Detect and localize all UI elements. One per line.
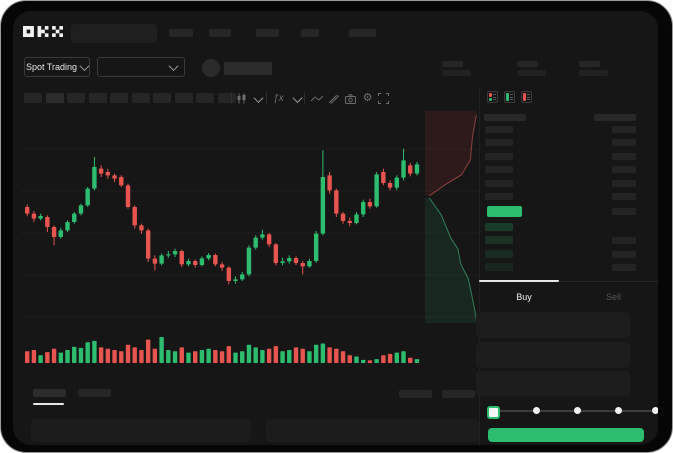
orderbook-amount-placeholder [612,208,636,215]
okx-logo[interactable] [23,26,63,37]
bottom-panel-placeholder [31,419,251,442]
fullscreen-icon[interactable] [377,92,390,105]
nav-item-placeholder[interactable] [301,29,319,37]
bottom-tab-active-indicator [33,403,64,405]
ask-price-placeholder [485,166,513,174]
pair-selector[interactable] [97,57,185,77]
ticker-stat-label-placeholder [579,61,600,67]
timeframe-button-placeholder[interactable] [217,93,236,103]
book-combined-icon[interactable] [487,91,498,103]
slider-stop[interactable] [615,407,622,414]
nav-item-placeholder[interactable] [349,29,376,37]
market-type-label: Spot Trading [25,62,78,72]
timeframe-button-placeholder[interactable] [196,93,214,103]
book-bids-icon[interactable] [504,91,515,103]
bid-price-placeholder [485,263,513,272]
buy-button[interactable] [488,428,644,442]
timeframe-button-placeholder[interactable] [45,93,64,103]
pair-coin-icon [202,59,220,77]
tab-buy[interactable]: Buy [516,292,532,302]
ticker-stat-label-placeholder [517,61,538,67]
price-chart[interactable] [21,109,479,331]
orderbook-trade-panel [479,87,658,445]
timeframe-button-placeholder[interactable] [88,93,107,103]
tab-sell[interactable]: Sell [605,292,621,302]
ask-amount-placeholder [612,193,636,200]
bottom-tab-active-placeholder[interactable] [33,389,66,397]
buy-tab-indicator [479,280,559,282]
ticker-stat-label-placeholder [442,61,463,67]
ask-amount-placeholder [612,179,636,187]
total-input[interactable] [476,371,630,396]
trading-app-window: Spot Trading ƒx [13,11,658,445]
toolbar-divider [266,92,267,104]
slider-stop[interactable] [652,407,658,414]
ticker-stat-value-placeholder [579,70,608,76]
book-asks-icon[interactable] [521,91,532,103]
indicators-icon[interactable]: ƒx [273,93,284,104]
ticker-stat-value-placeholder [442,70,471,76]
nav-item-placeholder[interactable] [256,29,279,37]
candlestick-style-icon[interactable] [235,92,248,105]
market-type-selector[interactable]: Spot Trading [24,57,90,77]
bid-price-placeholder [485,249,513,258]
toolbar-divider [304,92,305,104]
bid-amount-placeholder [612,237,636,245]
indicators-chevron-icon[interactable] [291,93,304,106]
ask-amount-placeholder [612,152,636,160]
slider-stop[interactable] [574,407,581,414]
bid-price-placeholder [485,223,513,231]
bottom-action-placeholder[interactable] [399,390,432,398]
trade-tabs-divider [479,281,658,282]
orderbook-last-price[interactable] [487,206,522,217]
draw-tool-icon[interactable] [327,92,340,105]
chevron-down-icon [79,60,90,71]
timeframe-button-placeholder[interactable] [153,93,171,103]
volume-chart [21,333,479,365]
settings-icon[interactable]: ⚙ [362,92,373,104]
search-input[interactable] [71,24,157,43]
ask-amount-placeholder [612,166,636,174]
pair-name-placeholder [224,62,272,75]
slider-stop[interactable] [533,407,540,414]
timeframe-button-placeholder[interactable] [67,93,85,103]
price-input[interactable] [476,312,630,338]
orderbook-header-placeholder [594,114,636,121]
orderbook-header-placeholder [484,114,526,121]
ask-amount-placeholder [612,139,636,147]
chevron-down-icon [168,60,179,71]
camera-icon[interactable] [344,92,357,105]
toolbar-divider [231,92,232,104]
timeframe-button-placeholder[interactable] [24,93,42,103]
nav-item-placeholder[interactable] [209,29,231,37]
ask-price-placeholder [485,152,513,160]
ticker-stat-value-placeholder [517,70,546,76]
amount-input[interactable] [476,342,630,368]
timeframe-button-placeholder[interactable] [110,93,128,103]
bid-amount-placeholder [612,264,636,272]
interval-chevron-icon[interactable] [252,93,265,106]
amount-slider[interactable] [491,410,656,412]
bottom-tab-placeholder[interactable] [78,389,111,397]
bottom-panel-placeholder [266,419,479,442]
ask-price-placeholder [485,179,513,187]
depth-overlay [425,111,478,323]
bid-amount-placeholder [612,250,636,258]
nav-item-placeholder[interactable] [169,29,193,37]
ask-price-placeholder [485,139,513,147]
timeframe-button-placeholder[interactable] [174,93,193,103]
timeframe-button-placeholder[interactable] [131,93,150,103]
slider-handle[interactable] [487,406,500,419]
line-tool-icon[interactable] [310,92,323,105]
bid-price-placeholder [485,236,513,245]
ask-price-placeholder [485,126,513,133]
bottom-action-placeholder[interactable] [442,390,475,398]
ask-amount-placeholder [612,126,636,133]
ask-price-placeholder [485,193,513,200]
